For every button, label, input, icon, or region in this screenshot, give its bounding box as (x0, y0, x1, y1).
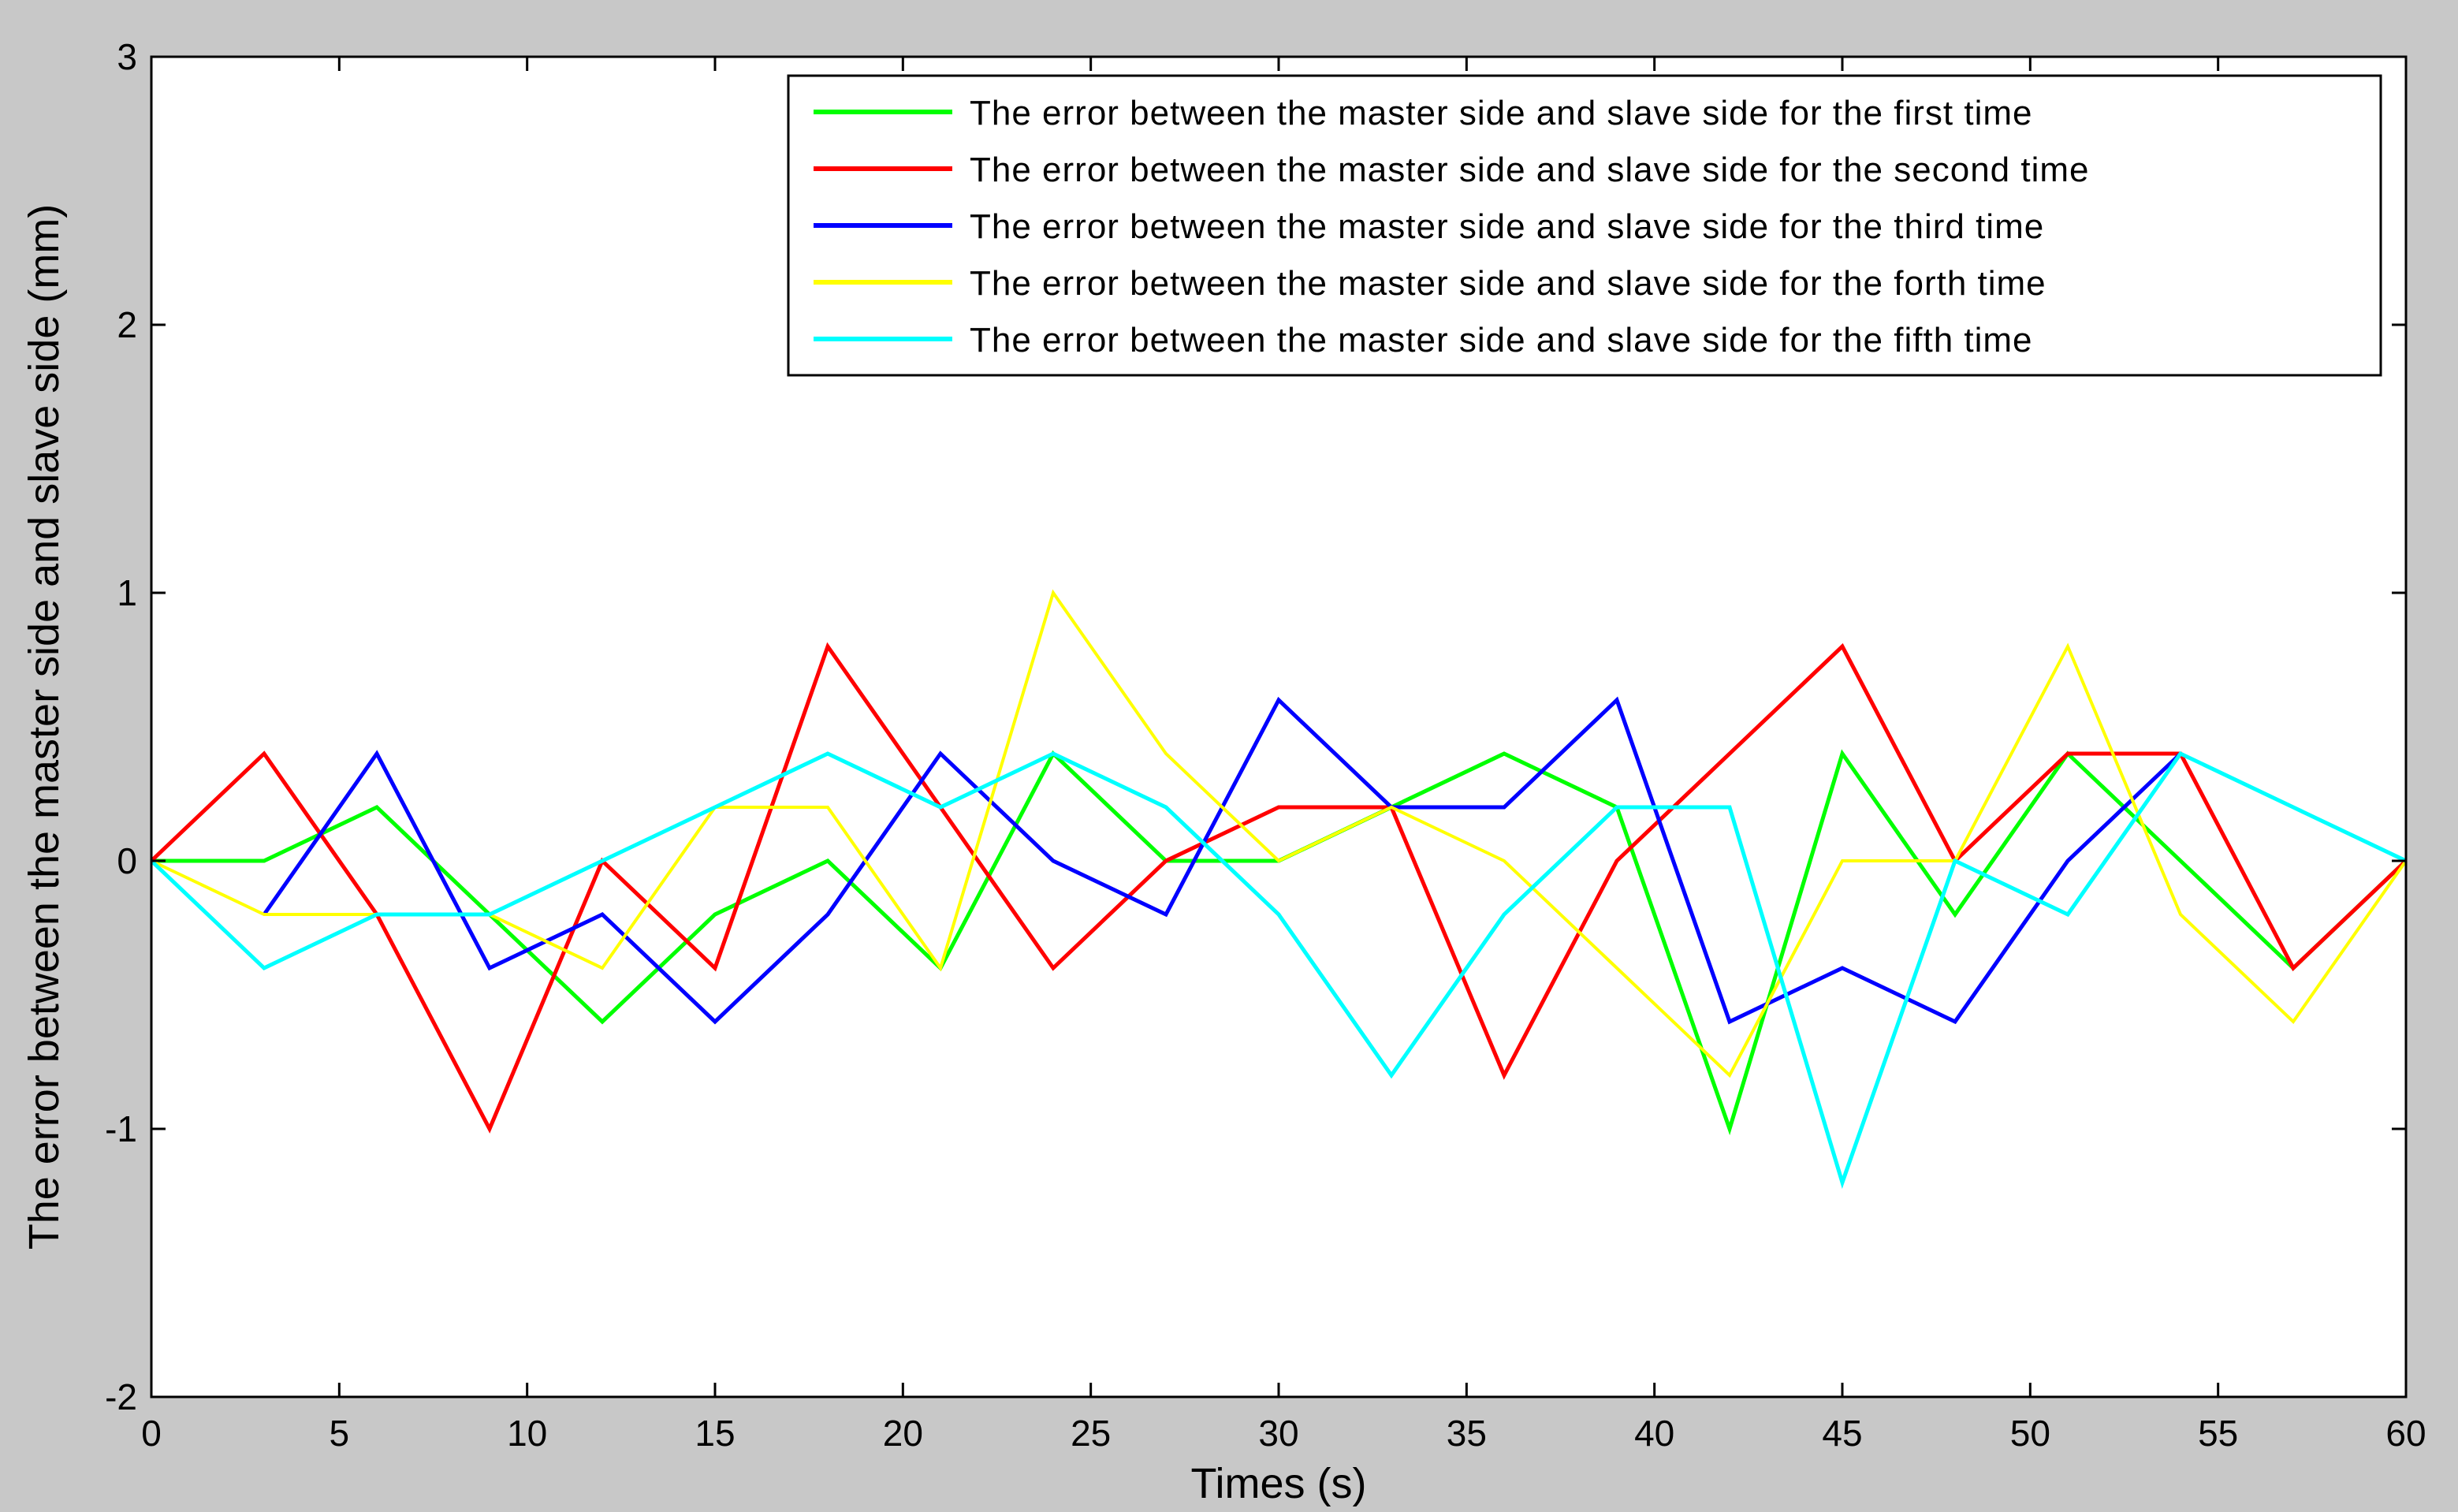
legend-label-3: The error between the master side and sl… (970, 207, 2044, 246)
y-tick-label: 1 (117, 572, 137, 613)
y-tick-label: 0 (117, 840, 137, 881)
x-tick-label: 40 (1634, 1413, 1674, 1454)
x-tick-label: 35 (1447, 1413, 1487, 1454)
y-tick-label: 2 (117, 304, 137, 345)
x-tick-label: 25 (1071, 1413, 1111, 1454)
x-tick-label: 50 (2010, 1413, 2050, 1454)
x-tick-label: 0 (141, 1413, 162, 1454)
y-tick-label: -2 (105, 1376, 137, 1417)
y-axis-label: The error between the master side and sl… (20, 204, 68, 1250)
y-tick-label: -1 (105, 1108, 137, 1149)
legend-label-1: The error between the master side and sl… (970, 94, 2032, 132)
series-line-5 (150, 750, 2408, 1190)
x-tick-label: 45 (1822, 1413, 1862, 1454)
legend-label-4: The error between the master side and sl… (970, 264, 2046, 303)
x-tick-label: 30 (1258, 1413, 1298, 1454)
series-line-2 (150, 642, 2408, 1134)
x-tick-label: 15 (695, 1413, 735, 1454)
x-tick-label: 55 (2198, 1413, 2238, 1454)
y-tick-label: 3 (117, 36, 137, 77)
x-tick-label: 60 (2385, 1413, 2426, 1454)
legend-label-5: The error between the master side and sl… (970, 321, 2033, 359)
x-tick-label: 10 (507, 1413, 547, 1454)
ticks-layer: 0 5 10 15 20 25 30 35 40 45 50 55 60 -2 -1 0 1 2 3 (105, 36, 2426, 1454)
x-tick-label: 5 (330, 1413, 350, 1454)
series-line-4 (151, 589, 2408, 1078)
legend-box (787, 74, 2382, 377)
x-axis-label: Times (s) (1191, 1460, 1367, 1507)
x-tick-label: 20 (883, 1413, 923, 1454)
legend: The error between the master side and sl… (787, 74, 2382, 377)
series-layer (150, 589, 2408, 1190)
legend-label-2: The error between the master side and sl… (970, 151, 2089, 189)
